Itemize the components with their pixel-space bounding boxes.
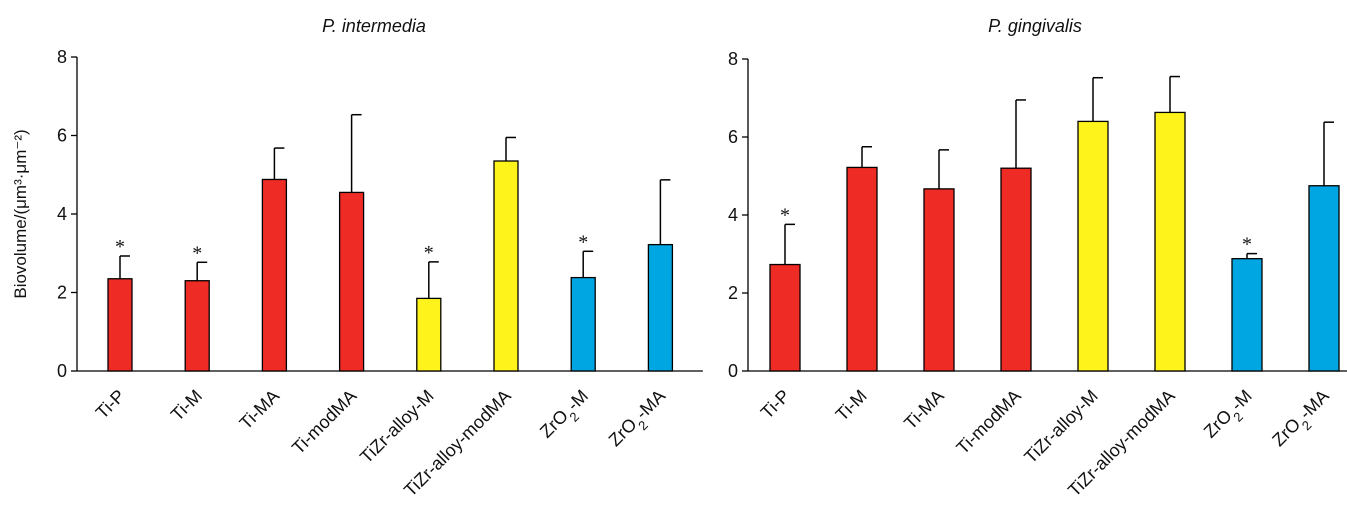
y-tick-label: 6 bbox=[728, 127, 738, 147]
bar-ti-p bbox=[107, 278, 133, 372]
bar-ti-ma bbox=[923, 188, 955, 372]
bar-ti-m bbox=[184, 280, 210, 372]
x-tick-label-zro2-ma: ZrO2-MA bbox=[1268, 386, 1337, 455]
y-axis-label: Biovolume/(μm³·μm⁻²) bbox=[11, 129, 30, 298]
significance-marker: * bbox=[578, 231, 588, 253]
bar-zro2-ma bbox=[1308, 185, 1340, 372]
chart-title: P. intermedia bbox=[322, 16, 426, 36]
bar-ti-modma bbox=[338, 191, 365, 372]
bar-tizr-alloy-modma bbox=[1154, 111, 1186, 372]
chart-title: P. gingivalis bbox=[988, 16, 1082, 36]
significance-marker: * bbox=[780, 204, 790, 226]
x-tick-label-ti-p: Ti-P bbox=[757, 386, 794, 423]
y-tick-label: 2 bbox=[728, 283, 738, 303]
significance-marker: * bbox=[424, 242, 434, 264]
x-tick-label-tizr-alloy-m: TiZr-alloy-M bbox=[356, 386, 438, 468]
y-tick-label: 0 bbox=[728, 361, 738, 381]
chart-panel-p-intermedia: P. intermedia 0 2 4 6 8 * Ti-P * Ti-M Ti-MA Ti-modM… bbox=[57, 16, 703, 500]
y-tick-label: 8 bbox=[57, 47, 67, 67]
x-tick-label-ti-p: Ti-P bbox=[92, 386, 129, 423]
x-tick-label-ti-ma: Ti-MA bbox=[236, 386, 284, 434]
bar-zro2-m bbox=[570, 276, 596, 372]
bar-tizr-alloy-m bbox=[1077, 120, 1109, 372]
y-tick-label: 6 bbox=[57, 126, 67, 146]
bar-ti-m bbox=[846, 166, 878, 372]
bar-zro2-ma bbox=[647, 243, 674, 372]
x-tick-label-ti-m: Ti-M bbox=[167, 386, 206, 425]
x-tick-label-ti-ma: Ti-MA bbox=[900, 386, 948, 434]
bar-ti-modma bbox=[1000, 167, 1032, 372]
y-tick-label: 0 bbox=[57, 361, 67, 381]
y-tick-label: 4 bbox=[57, 204, 67, 224]
y-tick-label: 4 bbox=[728, 205, 738, 225]
x-tick-label-ti-modma: Ti-modMA bbox=[288, 386, 360, 458]
bar-ti-ma bbox=[261, 178, 288, 372]
x-tick-label-zro2-m: ZrO2-M bbox=[536, 386, 597, 447]
significance-marker: * bbox=[192, 242, 202, 264]
x-tick-label-zro2-ma: ZrO2-MA bbox=[605, 386, 674, 455]
significance-marker: * bbox=[1242, 234, 1252, 256]
y-tick-label: 2 bbox=[57, 283, 67, 303]
chart-panel-p-gingivalis: P. gingivalis 0 2 4 6 8 * Ti-P Ti-M Ti-MA Ti-modMA… bbox=[728, 16, 1347, 500]
significance-marker: * bbox=[115, 236, 125, 258]
x-tick-label-tizr-alloy-m: TiZr-alloy-M bbox=[1020, 386, 1102, 468]
x-tick-label-ti-modma: Ti-modMA bbox=[952, 386, 1024, 458]
bar-tizr-alloy-m bbox=[416, 297, 442, 372]
bar-zro2-m bbox=[1231, 258, 1263, 372]
x-tick-label-zro2-m: ZrO2-M bbox=[1200, 386, 1261, 447]
bar-ti-p bbox=[769, 263, 801, 372]
bar-tizr-alloy-modma bbox=[493, 160, 519, 372]
x-tick-label-ti-m: Ti-M bbox=[832, 386, 871, 425]
y-tick-label: 8 bbox=[728, 49, 738, 69]
